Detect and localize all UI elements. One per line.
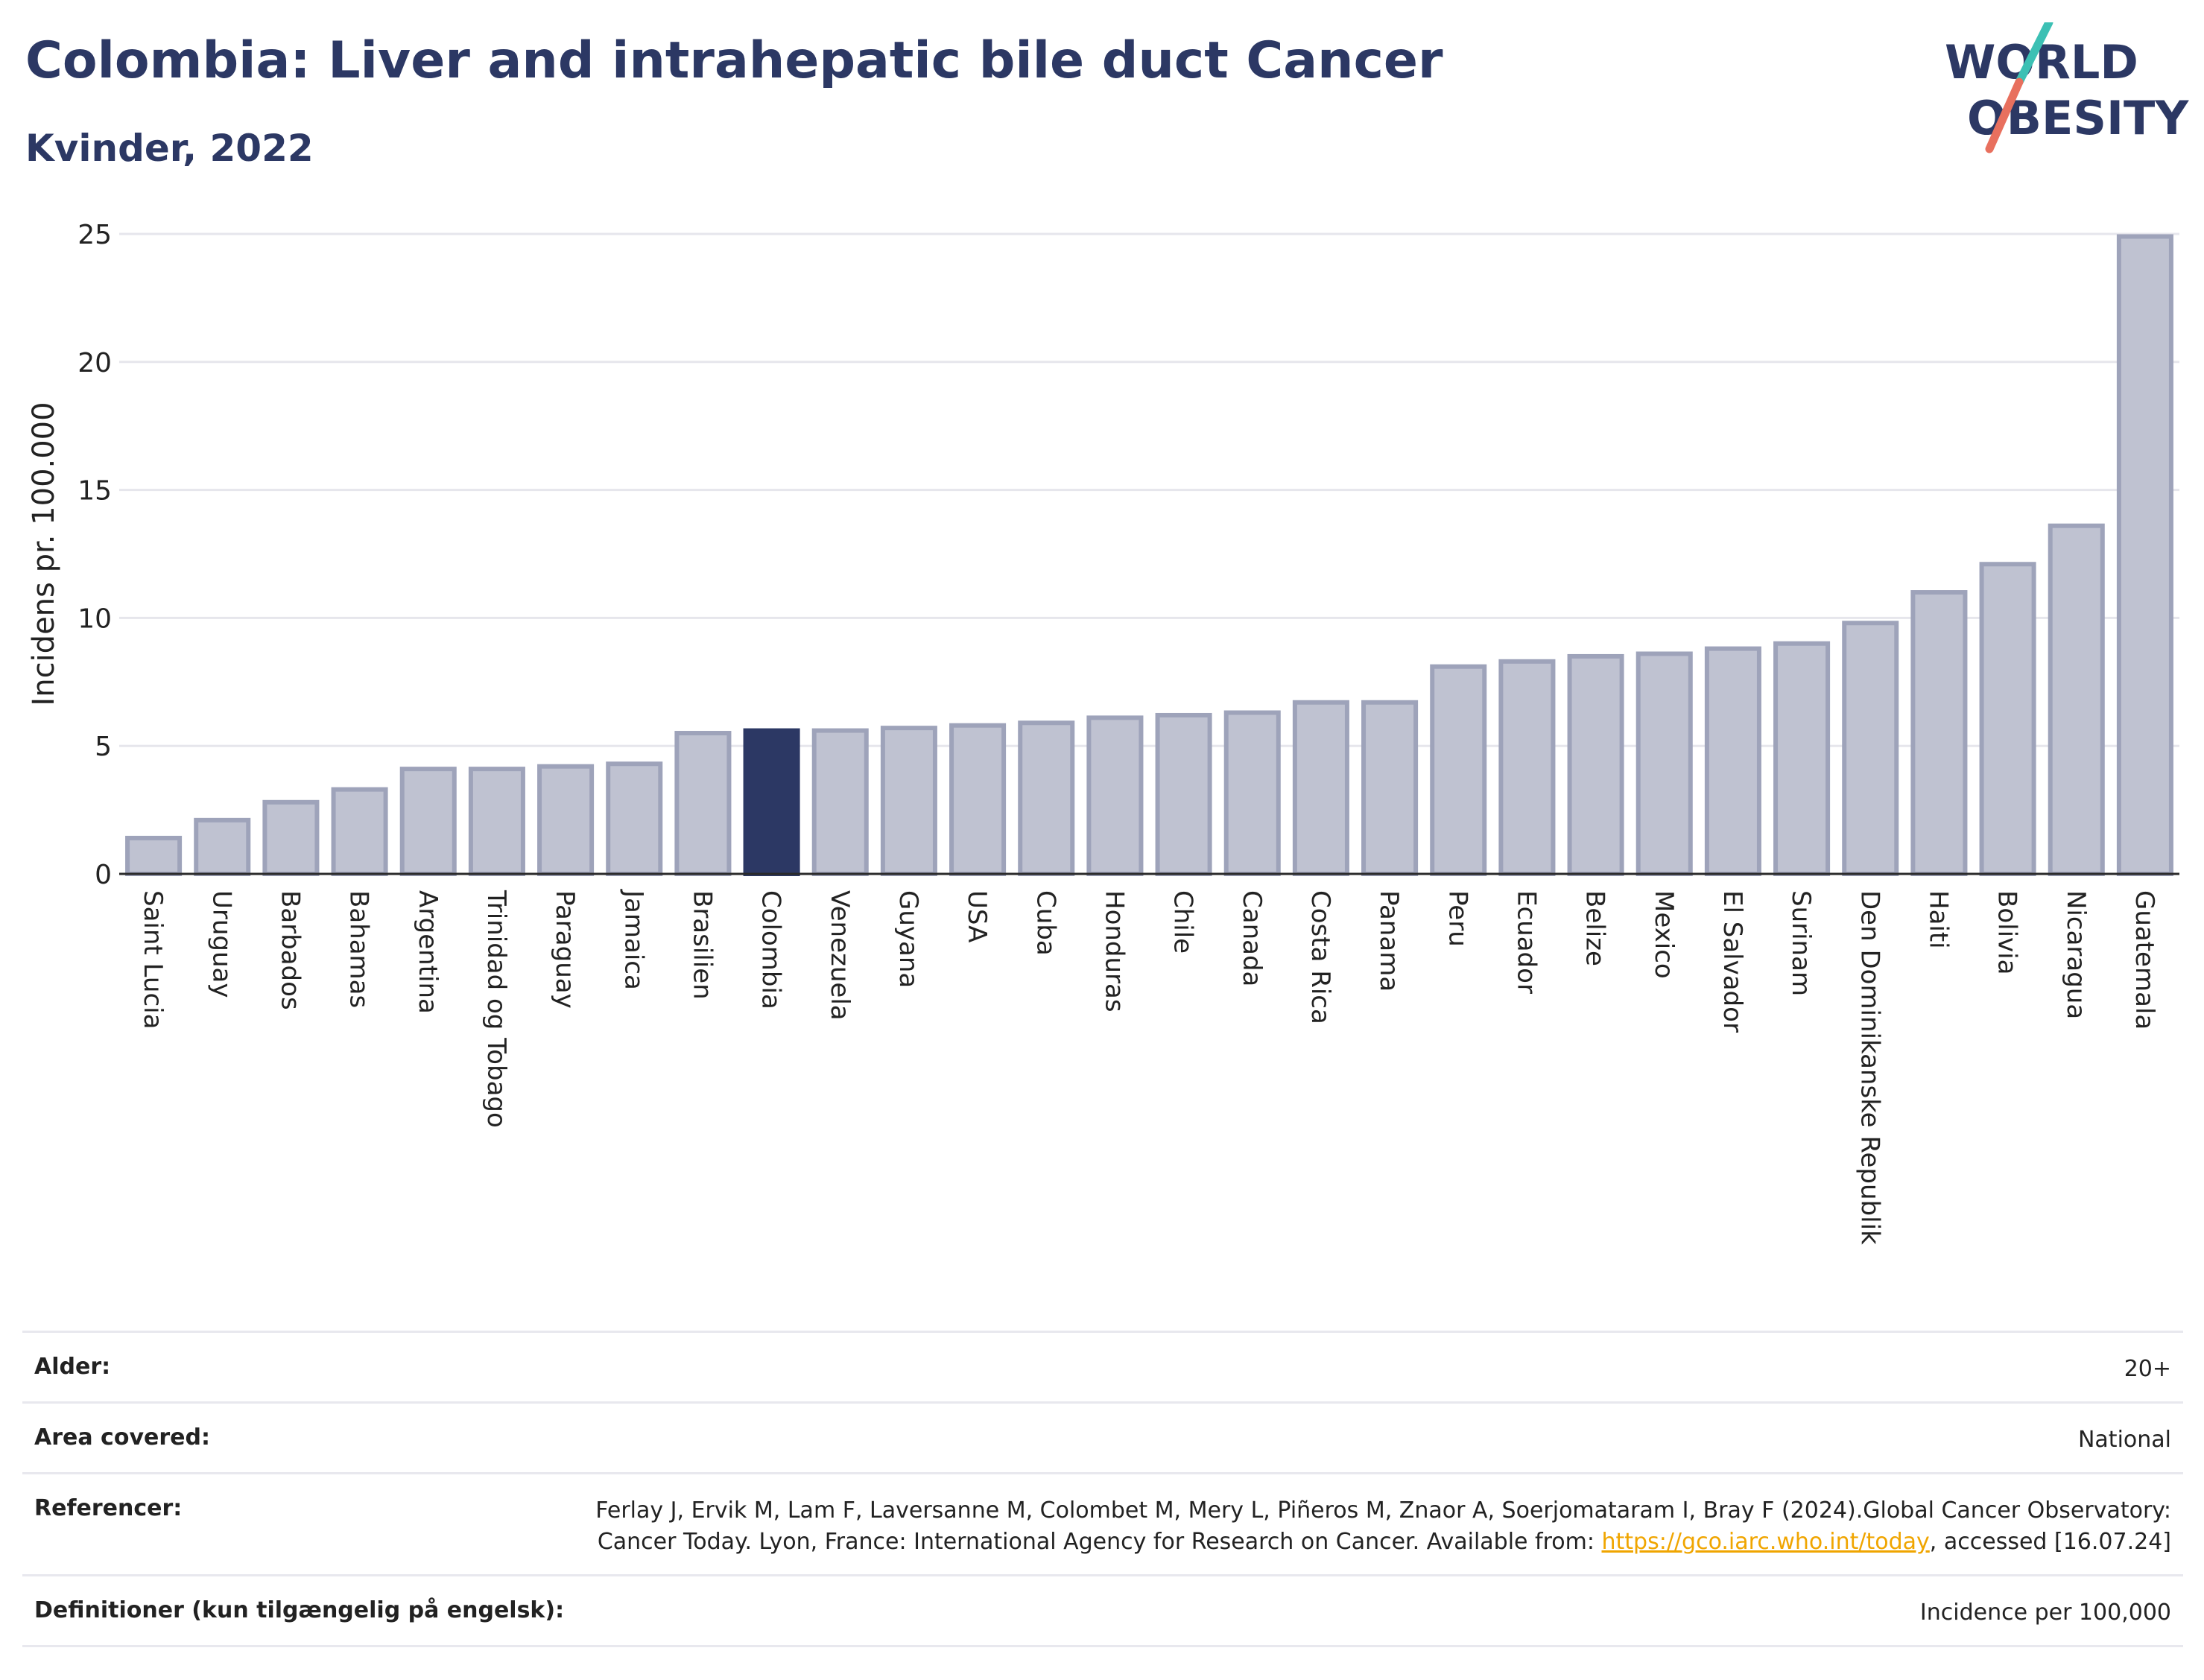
bar [743,728,800,876]
bar [1635,651,1693,877]
x-tick-label: USA [962,890,992,942]
info-row-age: Alder: 20+ [22,1331,2183,1401]
y-tick-label: 25 [77,220,112,250]
info-label: Area covered: [34,1424,210,1451]
bar [1223,710,1281,876]
x-tick-label: Uruguay [206,890,236,998]
bar [262,799,320,876]
x-tick-label: Argentina [413,890,443,1014]
y-tick-label: 20 [77,348,112,378]
bar [1842,621,1899,876]
bar [674,731,732,877]
bar [1910,590,1968,876]
bar [537,764,595,876]
bar [194,817,251,876]
x-tick-label: Honduras [1099,890,1129,1012]
x-tick-label: Saint Lucia [138,890,168,1029]
x-tick-label: Guatemala [2129,890,2159,1030]
bar [1292,700,1349,877]
x-tick-label: Haiti [1923,890,1953,949]
x-tick-label: Bolivia [1992,890,2022,974]
bar [2116,234,2173,877]
bar [2048,523,2105,876]
bar [1018,720,1075,876]
x-tick-label: Cuba [1030,890,1060,956]
x-tick-label: Colombia [756,890,786,1009]
bar [1979,562,2036,877]
bar [606,761,663,876]
chart-subtitle: Kvinder, 2022 [25,127,314,170]
chart-title: Colombia: Liver and intrahepatic bile du… [25,31,1443,90]
x-tick-label: Peru [1443,890,1472,947]
x-tick-label: Ecuador [1511,890,1541,994]
bar [1498,659,1556,876]
info-value: 20+ [2124,1356,2171,1382]
x-tick-label: Trinidad og Tobago [481,890,511,1128]
x-tick-label: Belize [1580,890,1610,966]
reference-accessed: , accessed [16.07.24] [1929,1529,2171,1555]
x-tick-label: Den Dominikanske Republik [1855,890,1884,1245]
x-tick-label: Bahamas [344,890,374,1008]
x-tick-label: Canada [1237,890,1267,986]
y-tick-label: 15 [77,476,112,507]
x-tick-label: Brasilien [687,890,717,1000]
x-tick-label: Jamaica [618,889,648,990]
x-tick-label: Guyana [893,890,923,988]
info-label: Referencer: [34,1495,183,1521]
bar [1086,715,1144,876]
bar [399,767,457,877]
y-tick-label: 0 [95,860,112,890]
x-tick-label: Mexico [1649,890,1679,979]
bar-chart: 0 5 10 15 20 25 Incidens pr. 100.000 Saint Luci… [27,220,2179,1245]
bar [1773,641,1831,876]
x-tick-label: Surinam [1786,890,1816,996]
x-tick-label: Barbados [275,890,305,1010]
info-value: Ferlay J, Ervik M, Lam F, Laversanne M, … [532,1495,2171,1558]
x-tick-label: Nicaragua [2061,890,2091,1019]
info-row-area: Area covered: National [22,1401,2183,1472]
bar [880,726,937,877]
bar [1704,646,1761,877]
reference-text: Ferlay J, Ervik M, Lam F, Laversanne M, … [595,1497,2171,1555]
bar [125,835,183,876]
x-tick-label: Chile [1168,890,1198,954]
bar [811,728,869,876]
y-tick-label: 10 [77,603,112,634]
world-obesity-logo: WORLD OBESITY [1945,22,2189,153]
x-tick-label: Panama [1374,890,1404,992]
bar [331,787,388,877]
info-row-references: Referencer: Ferlay J, Ervik M, Lam F, La… [22,1472,2183,1574]
y-axis-title: Incidens pr. 100.000 [27,402,61,706]
info-table: Alder: 20+ Area covered: National Refere… [22,1331,2183,1647]
bar [1567,653,1624,876]
info-value: Incidence per 100,000 [1919,1600,2171,1626]
bar [1361,700,1419,877]
bar [468,767,525,877]
x-tick-label: Venezuela [825,890,855,1021]
info-label: Definitioner (kun tilgængelig på engelsk… [34,1597,565,1623]
info-row-definitions: Definitioner (kun tilgængelig på engelsk… [22,1574,2183,1647]
x-tick-label: Paraguay [550,890,580,1009]
info-label: Alder: [34,1354,111,1380]
bar [1430,664,1487,877]
bar [949,723,1007,876]
x-tick-label: Costa Rica [1305,890,1335,1024]
info-value: National [2077,1427,2171,1453]
bar [1155,712,1212,877]
x-tick-label: El Salvador [1717,890,1747,1033]
reference-link[interactable]: https://gco.iarc.who.int/today [1601,1529,1930,1555]
y-tick-label: 5 [95,732,112,762]
